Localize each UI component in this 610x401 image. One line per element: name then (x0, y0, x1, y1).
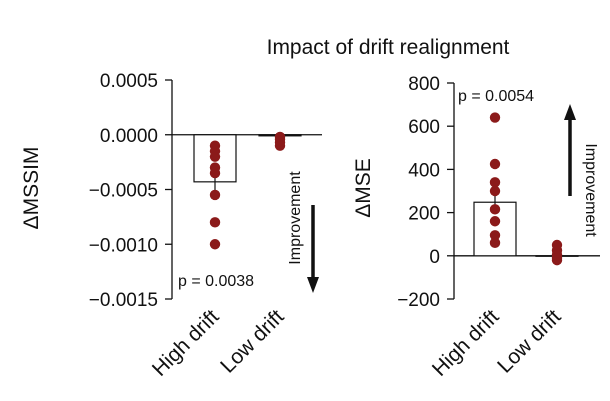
category-label: Low drift (216, 305, 289, 378)
data-point (209, 151, 221, 162)
y-tick-label: −200 (397, 290, 440, 311)
y-tick-label: 0.0005 (100, 71, 158, 92)
data-point (209, 217, 221, 228)
y-axis-label: ΔMSE (352, 158, 375, 218)
improvement-arrowhead (564, 104, 576, 120)
improvement-label: Improvement (582, 143, 599, 237)
y-axis-label: ΔMSSIM (20, 147, 43, 230)
category-label: High drift (148, 305, 224, 381)
p-value-annotation: p = 0.0038 (178, 273, 254, 290)
data-point (489, 112, 501, 123)
y-tick-label: 600 (408, 117, 440, 138)
data-point (489, 237, 501, 249)
data-point (489, 216, 501, 227)
y-tick-label: 200 (408, 204, 440, 225)
data-point (209, 167, 221, 179)
data-point (489, 185, 501, 197)
category-label: Low drift (493, 305, 566, 378)
data-point (551, 254, 563, 266)
category-label: High drift (428, 305, 504, 381)
y-tick-label: 400 (408, 160, 440, 181)
y-tick-label: −0.0010 (89, 235, 158, 256)
data-point (274, 140, 286, 151)
y-tick-label: 0.0000 (100, 126, 158, 147)
data-point (209, 239, 221, 250)
data-point (209, 189, 221, 201)
y-tick-label: −0.0005 (89, 181, 158, 202)
panel-mssim: 0.0005 0.0000 −0.0005 −0.0010 −0.0015 ΔMSSIM H… (20, 71, 322, 381)
y-tick-label: 0 (429, 247, 440, 268)
data-point (489, 204, 501, 215)
improvement-label: Improvement (287, 171, 304, 265)
p-value-annotation: p = 0.0054 (458, 88, 534, 105)
y-tick-label: 800 (408, 74, 440, 95)
y-tick-label: −0.0015 (89, 290, 158, 311)
data-point (489, 230, 501, 241)
chart-title: Impact of drift realignment (267, 36, 510, 59)
data-point (489, 158, 501, 170)
data-point (489, 177, 501, 188)
improvement-arrowhead (307, 277, 319, 293)
